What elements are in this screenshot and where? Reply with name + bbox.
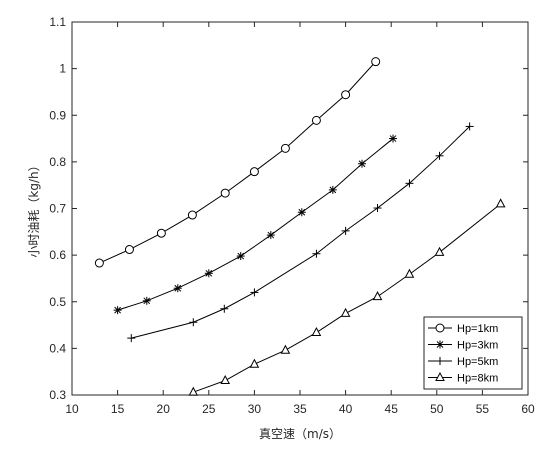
data-point: [404, 268, 415, 278]
data-point: [341, 90, 351, 100]
x-tick-label: 55: [476, 402, 490, 416]
y-axis-title: 小时油耗（kg/h）: [27, 159, 41, 257]
data-point: [311, 115, 321, 125]
legend: Hp=1km Hp=3km Hp=5km Hp=8km: [423, 316, 523, 390]
x-tick-label: 25: [202, 402, 216, 416]
data-point: [341, 226, 350, 235]
series-2: [113, 134, 398, 315]
x-tick-label: 20: [157, 402, 171, 416]
x-tick-label: 35: [293, 402, 307, 416]
x-tick-label: 40: [339, 402, 353, 416]
series-line: [99, 61, 377, 264]
data-point: [113, 306, 122, 315]
data-point: [495, 198, 506, 208]
x-tick-label: 60: [521, 402, 535, 416]
y-tick-label: 0.7: [49, 202, 66, 216]
x-tick-label: 30: [248, 402, 262, 416]
data-point: [189, 318, 198, 327]
legend-label: Hp=5km: [457, 356, 498, 368]
plot-layer: [94, 57, 506, 396]
data-point: [328, 185, 337, 194]
series-1: [94, 57, 381, 268]
data-point: [124, 245, 134, 255]
data-point: [142, 296, 151, 305]
legend-marker: [436, 340, 444, 349]
legend-entry: Hp=5km: [428, 356, 498, 368]
data-point: [297, 208, 306, 217]
data-point: [220, 188, 230, 198]
y-tick-label: 0.6: [49, 248, 66, 262]
y-tick-label: 0.5: [49, 295, 66, 309]
y-tick-label: 0.9: [49, 108, 66, 122]
data-point: [358, 159, 367, 168]
data-point: [405, 179, 414, 188]
data-point: [311, 326, 322, 337]
data-point: [371, 57, 381, 67]
series-line: [117, 138, 394, 311]
x-tick-label: 50: [430, 402, 444, 416]
series-line: [131, 126, 470, 339]
x-tick-label: 15: [111, 402, 125, 416]
legend-entry: Hp=1km: [428, 323, 498, 335]
legend-marker: [435, 323, 445, 333]
data-point: [340, 307, 351, 317]
legend-label: Hp=1km: [457, 323, 498, 335]
legend-entry: Hp=3km: [428, 340, 498, 352]
data-point: [127, 334, 136, 343]
data-point: [249, 167, 259, 177]
y-tick-label: 1: [59, 62, 66, 76]
data-point: [236, 252, 245, 261]
data-point: [204, 269, 213, 278]
data-point: [156, 228, 166, 238]
legend-label: Hp=8km: [457, 373, 498, 385]
data-point: [187, 210, 197, 220]
x-tick-label: 45: [385, 402, 399, 416]
y-tick-label: 0.3: [49, 388, 66, 402]
axes-layer: 10 15 20 25 30 35 40 45 50 55 60 0.3 0.4 0.5 0.6 0.7 0.8…: [49, 15, 535, 416]
y-tick-label: 0.8: [49, 155, 66, 169]
data-point: [94, 258, 104, 268]
data-point: [250, 288, 259, 297]
y-tick-label: 1.1: [49, 15, 66, 29]
data-point: [434, 246, 445, 256]
y-tick-label: 0.4: [49, 341, 66, 355]
legend-marker: [435, 371, 445, 381]
data-point: [465, 122, 474, 131]
x-axis-title: 真空速（m/s）: [259, 427, 341, 441]
data-point: [389, 134, 398, 143]
legend-entry: Hp=8km: [428, 371, 498, 385]
series-4: [188, 198, 506, 396]
data-point: [280, 143, 290, 153]
data-point: [372, 291, 383, 301]
series-3: [127, 122, 474, 343]
data-point: [249, 358, 260, 368]
x-tick-label: 10: [65, 402, 79, 416]
series-line: [193, 203, 501, 393]
legend-label: Hp=3km: [457, 340, 498, 352]
data-point: [220, 374, 231, 385]
data-point: [435, 151, 444, 160]
data-point: [280, 344, 291, 354]
legend-marker: [436, 357, 444, 365]
data-point: [373, 204, 382, 213]
data-point: [266, 231, 275, 240]
data-point: [312, 249, 321, 258]
data-point: [173, 284, 182, 293]
data-point: [220, 304, 229, 313]
